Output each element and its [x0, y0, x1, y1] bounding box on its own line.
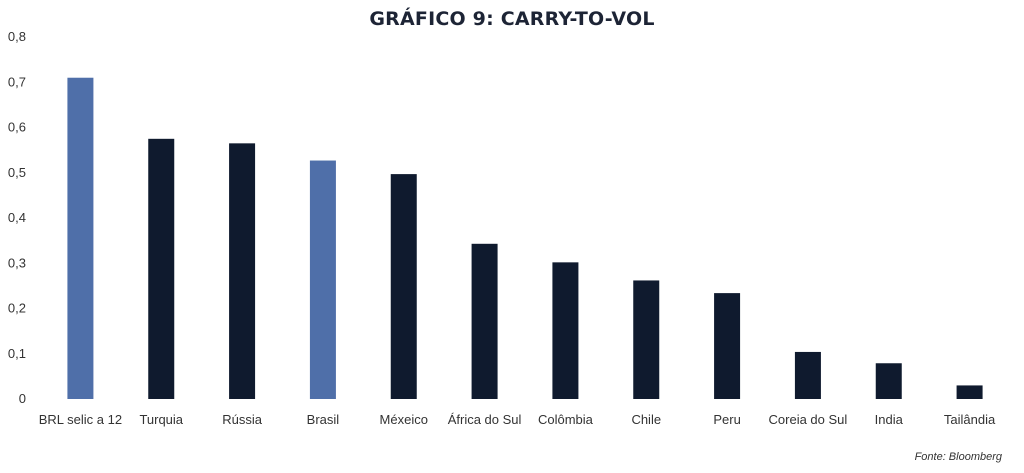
y-tick-label: 0,3: [8, 255, 26, 270]
bar: [67, 77, 94, 399]
x-tick-label: Tailândia: [944, 412, 996, 427]
x-tick-label: BRL selic a 12: [39, 412, 122, 427]
bar: [471, 243, 498, 399]
y-tick-label: 0,1: [8, 346, 26, 361]
bar: [875, 363, 902, 399]
y-tick-label: 0,2: [8, 301, 26, 316]
bar: [956, 385, 983, 399]
bar: [552, 262, 579, 399]
bar: [390, 174, 417, 399]
y-axis: 0 0,1 0,2 0,3 0,4 0,5 0,6 0,7 0,8: [8, 29, 26, 406]
chart-title: GRÁFICO 9: CARRY-TO-VOL: [369, 8, 655, 30]
bar: [148, 138, 175, 399]
bar: [714, 293, 741, 399]
x-axis: BRL selic a 12 Turquia Rússia Brasil Méxeico…: [39, 412, 996, 427]
y-tick-label: 0,6: [8, 120, 26, 135]
bar: [229, 143, 256, 399]
x-tick-label: Peru: [713, 412, 740, 427]
bar: [794, 351, 821, 399]
y-tick-label: 0: [19, 391, 26, 406]
x-tick-label: Rússia: [222, 412, 263, 427]
y-tick-label: 0,8: [8, 29, 26, 44]
x-tick-label: Méxeico: [380, 412, 428, 427]
x-tick-label: Turquia: [139, 412, 183, 427]
x-tick-label: Chile: [631, 412, 661, 427]
bar: [309, 160, 336, 399]
bars-group: [67, 77, 983, 399]
x-tick-label: África do Sul: [448, 412, 522, 427]
y-tick-label: 0,5: [8, 165, 26, 180]
x-tick-label: India: [875, 412, 904, 427]
y-tick-label: 0,7: [8, 74, 26, 89]
y-tick-label: 0,4: [8, 210, 26, 225]
x-tick-label: Coreia do Sul: [769, 412, 848, 427]
bar: [633, 280, 660, 399]
x-tick-label: Colômbia: [538, 412, 594, 427]
source-note: Fonte: Bloomberg: [914, 451, 1002, 463]
x-tick-label: Brasil: [307, 412, 340, 427]
